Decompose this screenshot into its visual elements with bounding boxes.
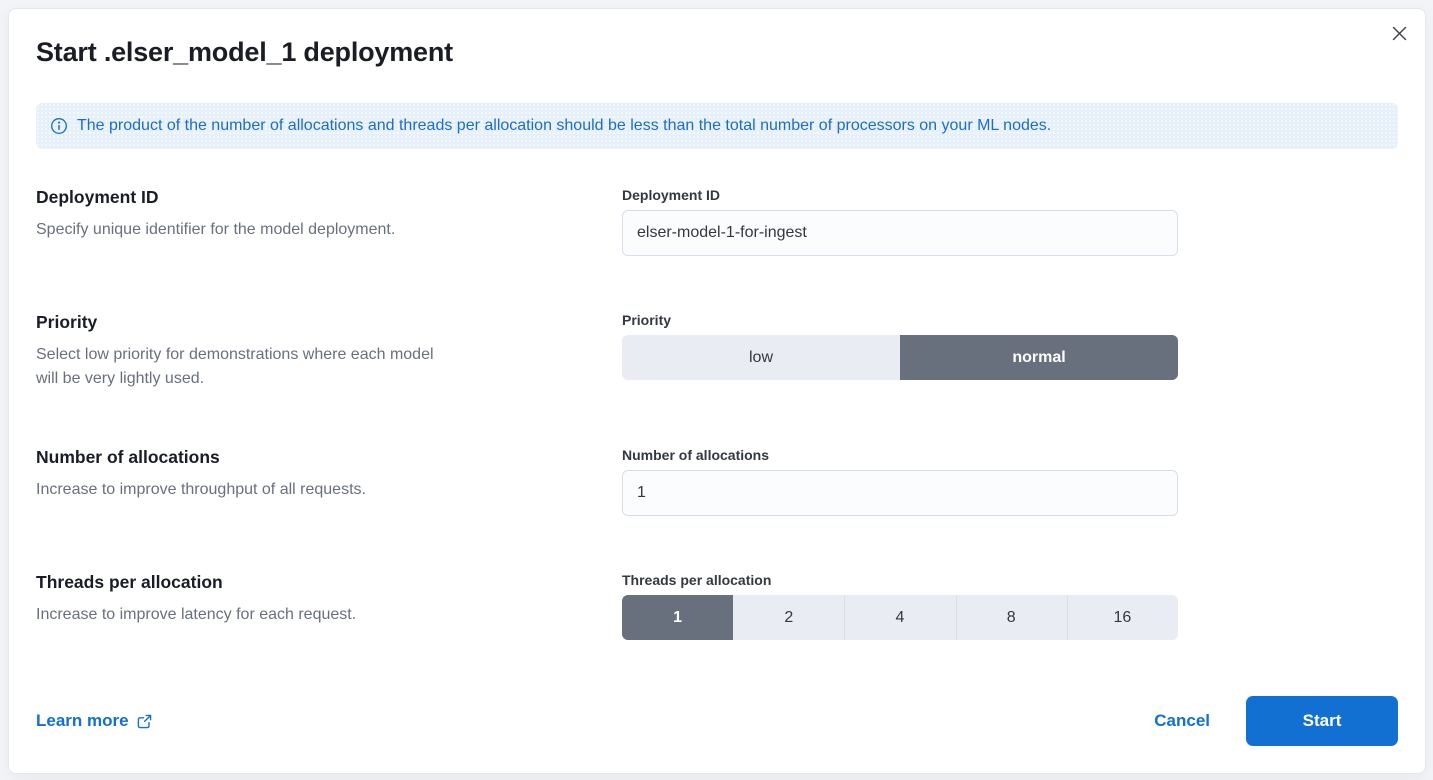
form-row-threads-per-allocation: Threads per allocation Increase to impro… (36, 572, 1398, 640)
threads-option-4[interactable]: 4 (844, 595, 956, 640)
threads-option-1[interactable]: 1 (622, 595, 734, 640)
callout-text: The product of the number of allocations… (77, 117, 1052, 134)
deployment-id-heading: Deployment ID (36, 187, 159, 207)
priority-option-low[interactable]: low (622, 335, 900, 380)
external-link-icon (137, 714, 152, 729)
threads-button-group: 1 2 4 8 16 (622, 595, 1178, 640)
priority-heading: Priority (36, 312, 98, 332)
form-row-priority: Priority Select low priority for demonst… (36, 312, 1398, 391)
deployment-id-description: Specify unique identifier for the model … (36, 221, 396, 238)
form-row-deployment-id: Deployment ID Specify unique identifier … (36, 187, 1398, 256)
info-callout: The product of the number of allocations… (36, 103, 1398, 149)
cancel-button[interactable]: Cancel (1152, 705, 1212, 737)
threads-option-16[interactable]: 16 (1066, 595, 1178, 640)
allocations-heading: Number of allocations (36, 447, 220, 467)
learn-more-link[interactable]: Learn more (36, 711, 152, 731)
allocations-description: Increase to improve throughput of all re… (36, 481, 366, 498)
deployment-id-input[interactable] (622, 210, 1178, 256)
threads-option-2[interactable]: 2 (733, 595, 845, 640)
learn-more-label: Learn more (36, 711, 129, 730)
threads-option-8[interactable]: 8 (955, 595, 1067, 640)
start-button[interactable]: Start (1246, 696, 1398, 746)
threads-description: Increase to improve latency for each req… (36, 606, 357, 623)
priority-description: Select low priority for demonstrations w… (36, 346, 434, 387)
modal-footer: Learn more Cancel Start (36, 696, 1398, 746)
page-title: Start .elser_model_1 deployment (36, 37, 453, 67)
allocations-input[interactable] (622, 470, 1178, 516)
info-icon (50, 117, 68, 135)
threads-heading: Threads per allocation (36, 572, 223, 592)
close-icon (1391, 25, 1408, 42)
deployment-id-label: Deployment ID (622, 187, 721, 203)
start-deployment-modal: Start .elser_model_1 deployment The prod… (8, 8, 1426, 774)
priority-label: Priority (622, 312, 672, 328)
priority-option-normal[interactable]: normal (900, 335, 1178, 380)
threads-label: Threads per allocation (622, 572, 772, 588)
priority-button-group: low normal (622, 335, 1178, 380)
allocations-label: Number of allocations (622, 447, 770, 463)
form-row-number-of-allocations: Number of allocations Increase to improv… (36, 447, 1398, 516)
deployment-form: Deployment ID Specify unique identifier … (36, 187, 1398, 640)
close-button[interactable] (1383, 17, 1415, 49)
